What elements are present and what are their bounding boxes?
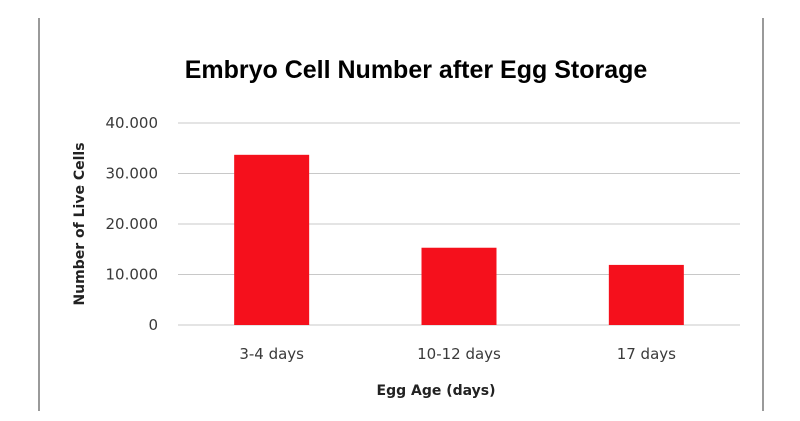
x-category-label: 3-4 days	[239, 345, 304, 363]
x-category-labels: 3-4 days 10-12 days 17 days	[239, 345, 676, 363]
x-category-label: 17 days	[617, 345, 676, 363]
frame-left-border	[38, 18, 40, 411]
y-axis-label: Number of Live Cells	[72, 142, 88, 305]
bar	[608, 264, 684, 325]
bar	[421, 247, 497, 325]
y-tick-label: 10.000	[106, 266, 159, 284]
y-tick-label: 20.000	[106, 215, 159, 233]
x-category-label: 10-12 days	[417, 345, 501, 363]
frame-right-border	[762, 18, 764, 411]
bars	[234, 154, 684, 325]
y-tick-label: 30.000	[106, 165, 159, 183]
x-axis-label: Egg Age (days)	[377, 383, 496, 399]
y-tick-label: 40.000	[106, 114, 159, 132]
bar	[234, 154, 310, 325]
y-tick-label: 0	[148, 316, 158, 334]
y-tick-labels: 0 10.000 20.000 30.000 40.000	[106, 114, 159, 334]
chart-title: Embryo Cell Number after Egg Storage	[185, 56, 648, 84]
